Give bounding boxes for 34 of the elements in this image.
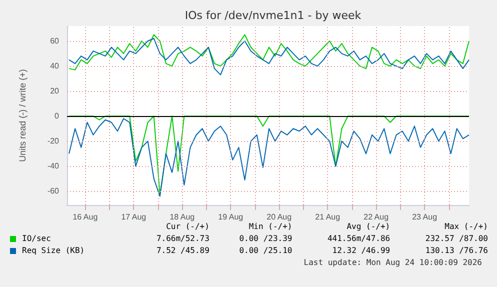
text: Avg (-/+) [346,222,390,233]
text: 12.32 /46.99 [331,245,390,257]
text: 0.00 /25.10 [238,245,292,257]
line-series [68,34,470,70]
y-tick-label: -60 [47,186,60,196]
y-tick-label: -40 [47,162,60,171]
x-tick-label: 22 Aug [364,212,389,222]
text: Cur (-/+) [165,222,210,233]
line-series [68,38,470,76]
y-tick-label: 40 [50,62,60,71]
x-tick-label: 17 Aug [121,212,146,222]
text: Last update: Mon Aug 24 10:00:09 2026 [302,257,483,269]
x-tick-label: 20 Aug [266,212,292,222]
text: Max (-/+) [444,221,488,233]
text: 7.52 /45.89 [155,245,210,257]
x-tick-label: 19 Aug [218,212,244,222]
text: 0.00 /23.39 [238,233,292,245]
y-tick-label: 60 [50,36,60,46]
text: 441.56m/47.86 [326,233,390,245]
y-tick-label: -20 [47,136,60,146]
text: 7.66m/52.73 [155,233,210,245]
x-tick-label: 16 Aug [72,212,98,222]
y-axis-title: Units read (-) / write (+) [18,69,28,162]
text: Min (-/+) [248,222,292,233]
legend-label: IO/sec [21,233,52,245]
legend-label: Req Size (KB) [21,245,86,257]
text: 130.13 /76.76 [424,245,488,257]
text: 232.57 /87.00 [424,233,488,245]
chart-title: IOs for /dev/nvme1n1 - by week [184,9,362,22]
y-tick-label: 0 [54,112,60,121]
x-tick-label: 18 Aug [170,212,195,222]
y-tick-label: 20 [50,86,60,96]
x-tick-label: 21 Aug [315,212,340,222]
x-tick-label: 23 Aug [412,212,438,222]
